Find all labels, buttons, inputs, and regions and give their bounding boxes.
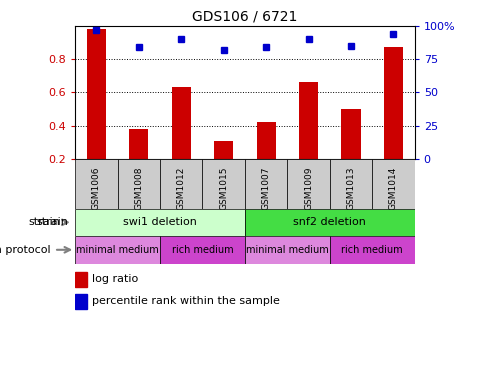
Bar <box>383 47 402 159</box>
Bar <box>129 129 148 159</box>
Text: GSM1006: GSM1006 <box>91 167 101 210</box>
Bar <box>75 294 87 309</box>
Bar <box>287 159 329 209</box>
Text: rich medium: rich medium <box>341 245 402 255</box>
Text: minimal medium: minimal medium <box>245 245 328 255</box>
Bar <box>256 123 275 159</box>
Bar <box>202 159 244 209</box>
Bar <box>75 236 160 264</box>
Bar <box>75 159 117 209</box>
Bar <box>87 29 106 159</box>
Bar <box>329 236 414 264</box>
Bar <box>244 236 329 264</box>
Text: growth protocol: growth protocol <box>0 245 51 255</box>
Bar <box>171 87 190 159</box>
Text: GSM1012: GSM1012 <box>176 167 185 210</box>
Text: strain: strain <box>29 217 60 227</box>
Text: rich medium: rich medium <box>171 245 233 255</box>
Text: percentile rank within the sample: percentile rank within the sample <box>92 296 279 306</box>
Bar <box>341 109 360 159</box>
Text: strain: strain <box>36 217 68 227</box>
Bar <box>75 272 87 287</box>
Bar <box>244 159 287 209</box>
Bar <box>117 159 160 209</box>
Bar <box>160 159 202 209</box>
Bar <box>75 209 244 236</box>
Text: GSM1014: GSM1014 <box>388 167 397 210</box>
Title: GDS106 / 6721: GDS106 / 6721 <box>192 9 297 23</box>
Text: GSM1008: GSM1008 <box>134 167 143 210</box>
Bar <box>214 141 233 159</box>
Text: swi1 deletion: swi1 deletion <box>123 217 197 227</box>
Text: minimal medium: minimal medium <box>76 245 159 255</box>
Text: log ratio: log ratio <box>92 274 138 284</box>
Bar <box>160 236 244 264</box>
Text: GSM1015: GSM1015 <box>219 167 228 210</box>
Text: snf2 deletion: snf2 deletion <box>293 217 365 227</box>
Text: GSM1007: GSM1007 <box>261 167 270 210</box>
Bar <box>299 82 318 159</box>
Bar <box>372 159 414 209</box>
Text: GSM1009: GSM1009 <box>303 167 313 210</box>
Bar <box>244 209 414 236</box>
Bar <box>329 159 372 209</box>
Text: GSM1013: GSM1013 <box>346 167 355 210</box>
